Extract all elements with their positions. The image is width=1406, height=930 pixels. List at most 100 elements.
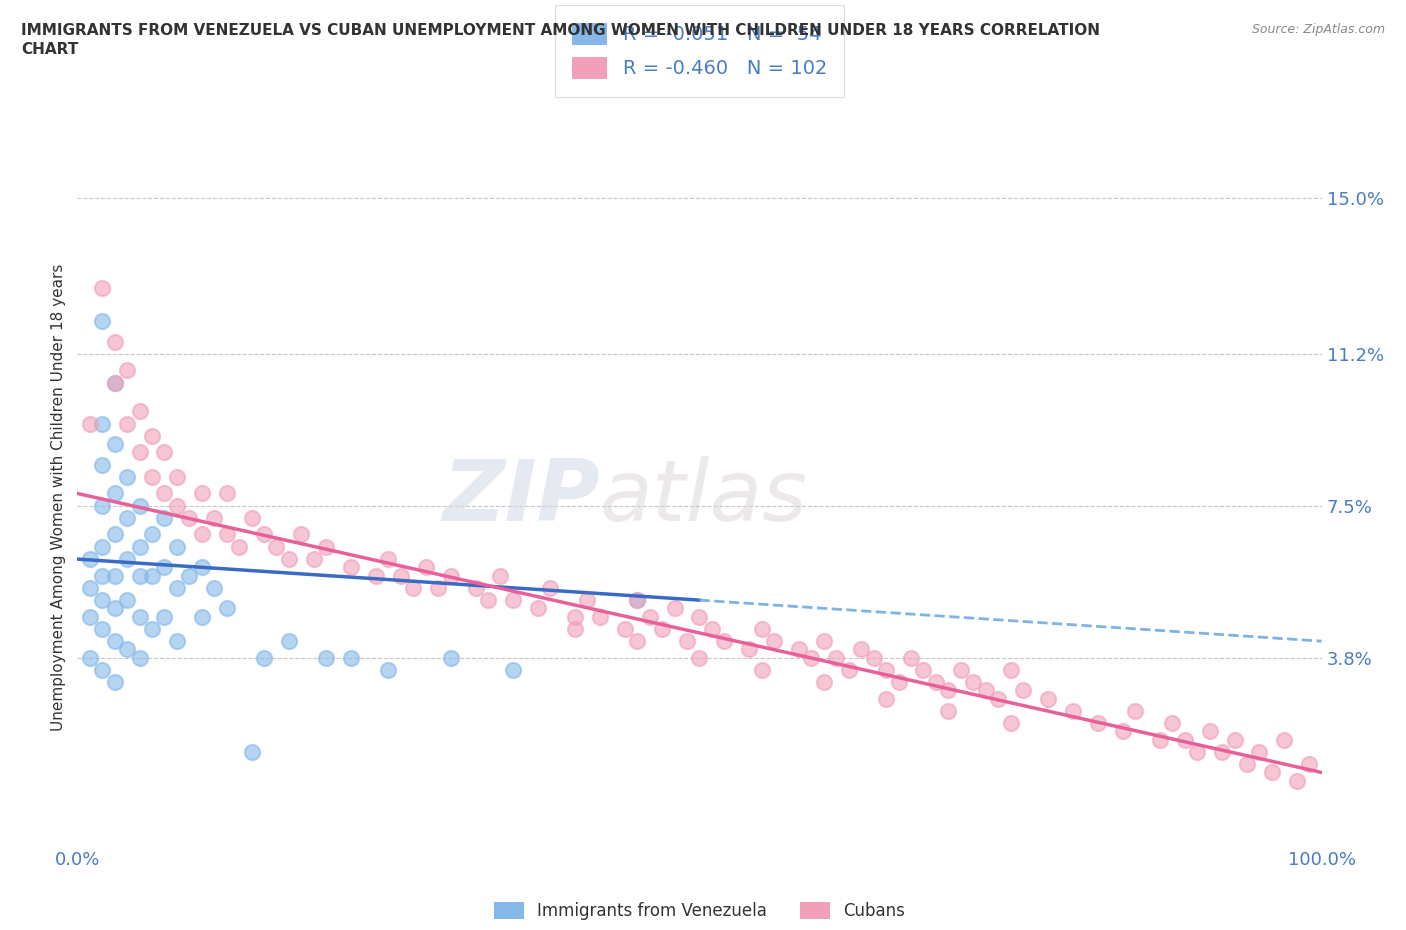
Legend: Immigrants from Venezuela, Cubans: Immigrants from Venezuela, Cubans	[485, 894, 914, 929]
Point	[240, 511, 263, 525]
Point	[141, 429, 163, 444]
Point	[1261, 765, 1284, 780]
Point	[153, 511, 176, 525]
Point	[626, 592, 648, 607]
Point	[115, 417, 138, 432]
Point	[253, 650, 276, 665]
Point	[91, 568, 114, 583]
Point	[166, 470, 188, 485]
Point	[179, 511, 201, 525]
Point	[626, 592, 648, 607]
Point	[1272, 732, 1295, 747]
Point	[851, 642, 873, 657]
Point	[763, 633, 786, 648]
Text: atlas: atlas	[600, 456, 808, 539]
Point	[253, 527, 276, 542]
Point	[813, 675, 835, 690]
Point	[104, 568, 127, 583]
Point	[128, 445, 150, 459]
Point	[128, 404, 150, 418]
Point	[104, 375, 127, 390]
Point	[838, 662, 860, 677]
Point	[141, 527, 163, 542]
Point	[215, 486, 238, 501]
Point	[949, 662, 972, 677]
Point	[751, 662, 773, 677]
Point	[128, 568, 150, 583]
Point	[1285, 773, 1308, 788]
Point	[900, 650, 922, 665]
Point	[825, 650, 848, 665]
Point	[104, 633, 127, 648]
Point	[191, 560, 214, 575]
Point	[215, 601, 238, 616]
Point	[115, 551, 138, 566]
Point	[79, 650, 101, 665]
Point	[1211, 745, 1233, 760]
Point	[664, 601, 686, 616]
Point	[389, 568, 412, 583]
Point	[104, 375, 127, 390]
Point	[1198, 724, 1220, 738]
Point	[689, 609, 711, 624]
Point	[153, 560, 176, 575]
Point	[1000, 662, 1022, 677]
Point	[153, 486, 176, 501]
Point	[153, 609, 176, 624]
Point	[477, 592, 499, 607]
Point	[79, 609, 101, 624]
Point	[440, 650, 463, 665]
Point	[862, 650, 884, 665]
Point	[962, 675, 984, 690]
Point	[191, 527, 214, 542]
Point	[700, 621, 723, 636]
Text: Source: ZipAtlas.com: Source: ZipAtlas.com	[1251, 23, 1385, 36]
Point	[128, 498, 150, 513]
Point	[787, 642, 810, 657]
Point	[377, 662, 399, 677]
Point	[1036, 691, 1059, 706]
Point	[228, 539, 250, 554]
Point	[440, 568, 463, 583]
Point	[166, 580, 188, 595]
Point	[912, 662, 935, 677]
Point	[489, 568, 512, 583]
Point	[502, 592, 524, 607]
Point	[1223, 732, 1246, 747]
Point	[1012, 683, 1035, 698]
Point	[875, 691, 897, 706]
Point	[938, 703, 960, 718]
Point	[104, 486, 127, 501]
Text: ZIP: ZIP	[443, 456, 600, 539]
Point	[202, 511, 225, 525]
Point	[302, 551, 325, 566]
Text: CHART: CHART	[21, 42, 79, 57]
Point	[91, 539, 114, 554]
Point	[938, 683, 960, 698]
Point	[689, 650, 711, 665]
Point	[141, 621, 163, 636]
Point	[166, 498, 188, 513]
Point	[91, 498, 114, 513]
Point	[1111, 724, 1133, 738]
Point	[79, 551, 101, 566]
Point	[1249, 745, 1271, 760]
Point	[91, 592, 114, 607]
Point	[340, 560, 363, 575]
Point	[626, 633, 648, 648]
Point	[974, 683, 997, 698]
Point	[402, 580, 425, 595]
Point	[166, 633, 188, 648]
Point	[115, 642, 138, 657]
Point	[800, 650, 823, 665]
Point	[79, 417, 101, 432]
Point	[91, 662, 114, 677]
Point	[564, 621, 586, 636]
Point	[589, 609, 612, 624]
Point	[887, 675, 910, 690]
Point	[538, 580, 561, 595]
Point	[104, 675, 127, 690]
Point	[91, 281, 114, 296]
Point	[104, 334, 127, 349]
Point	[166, 539, 188, 554]
